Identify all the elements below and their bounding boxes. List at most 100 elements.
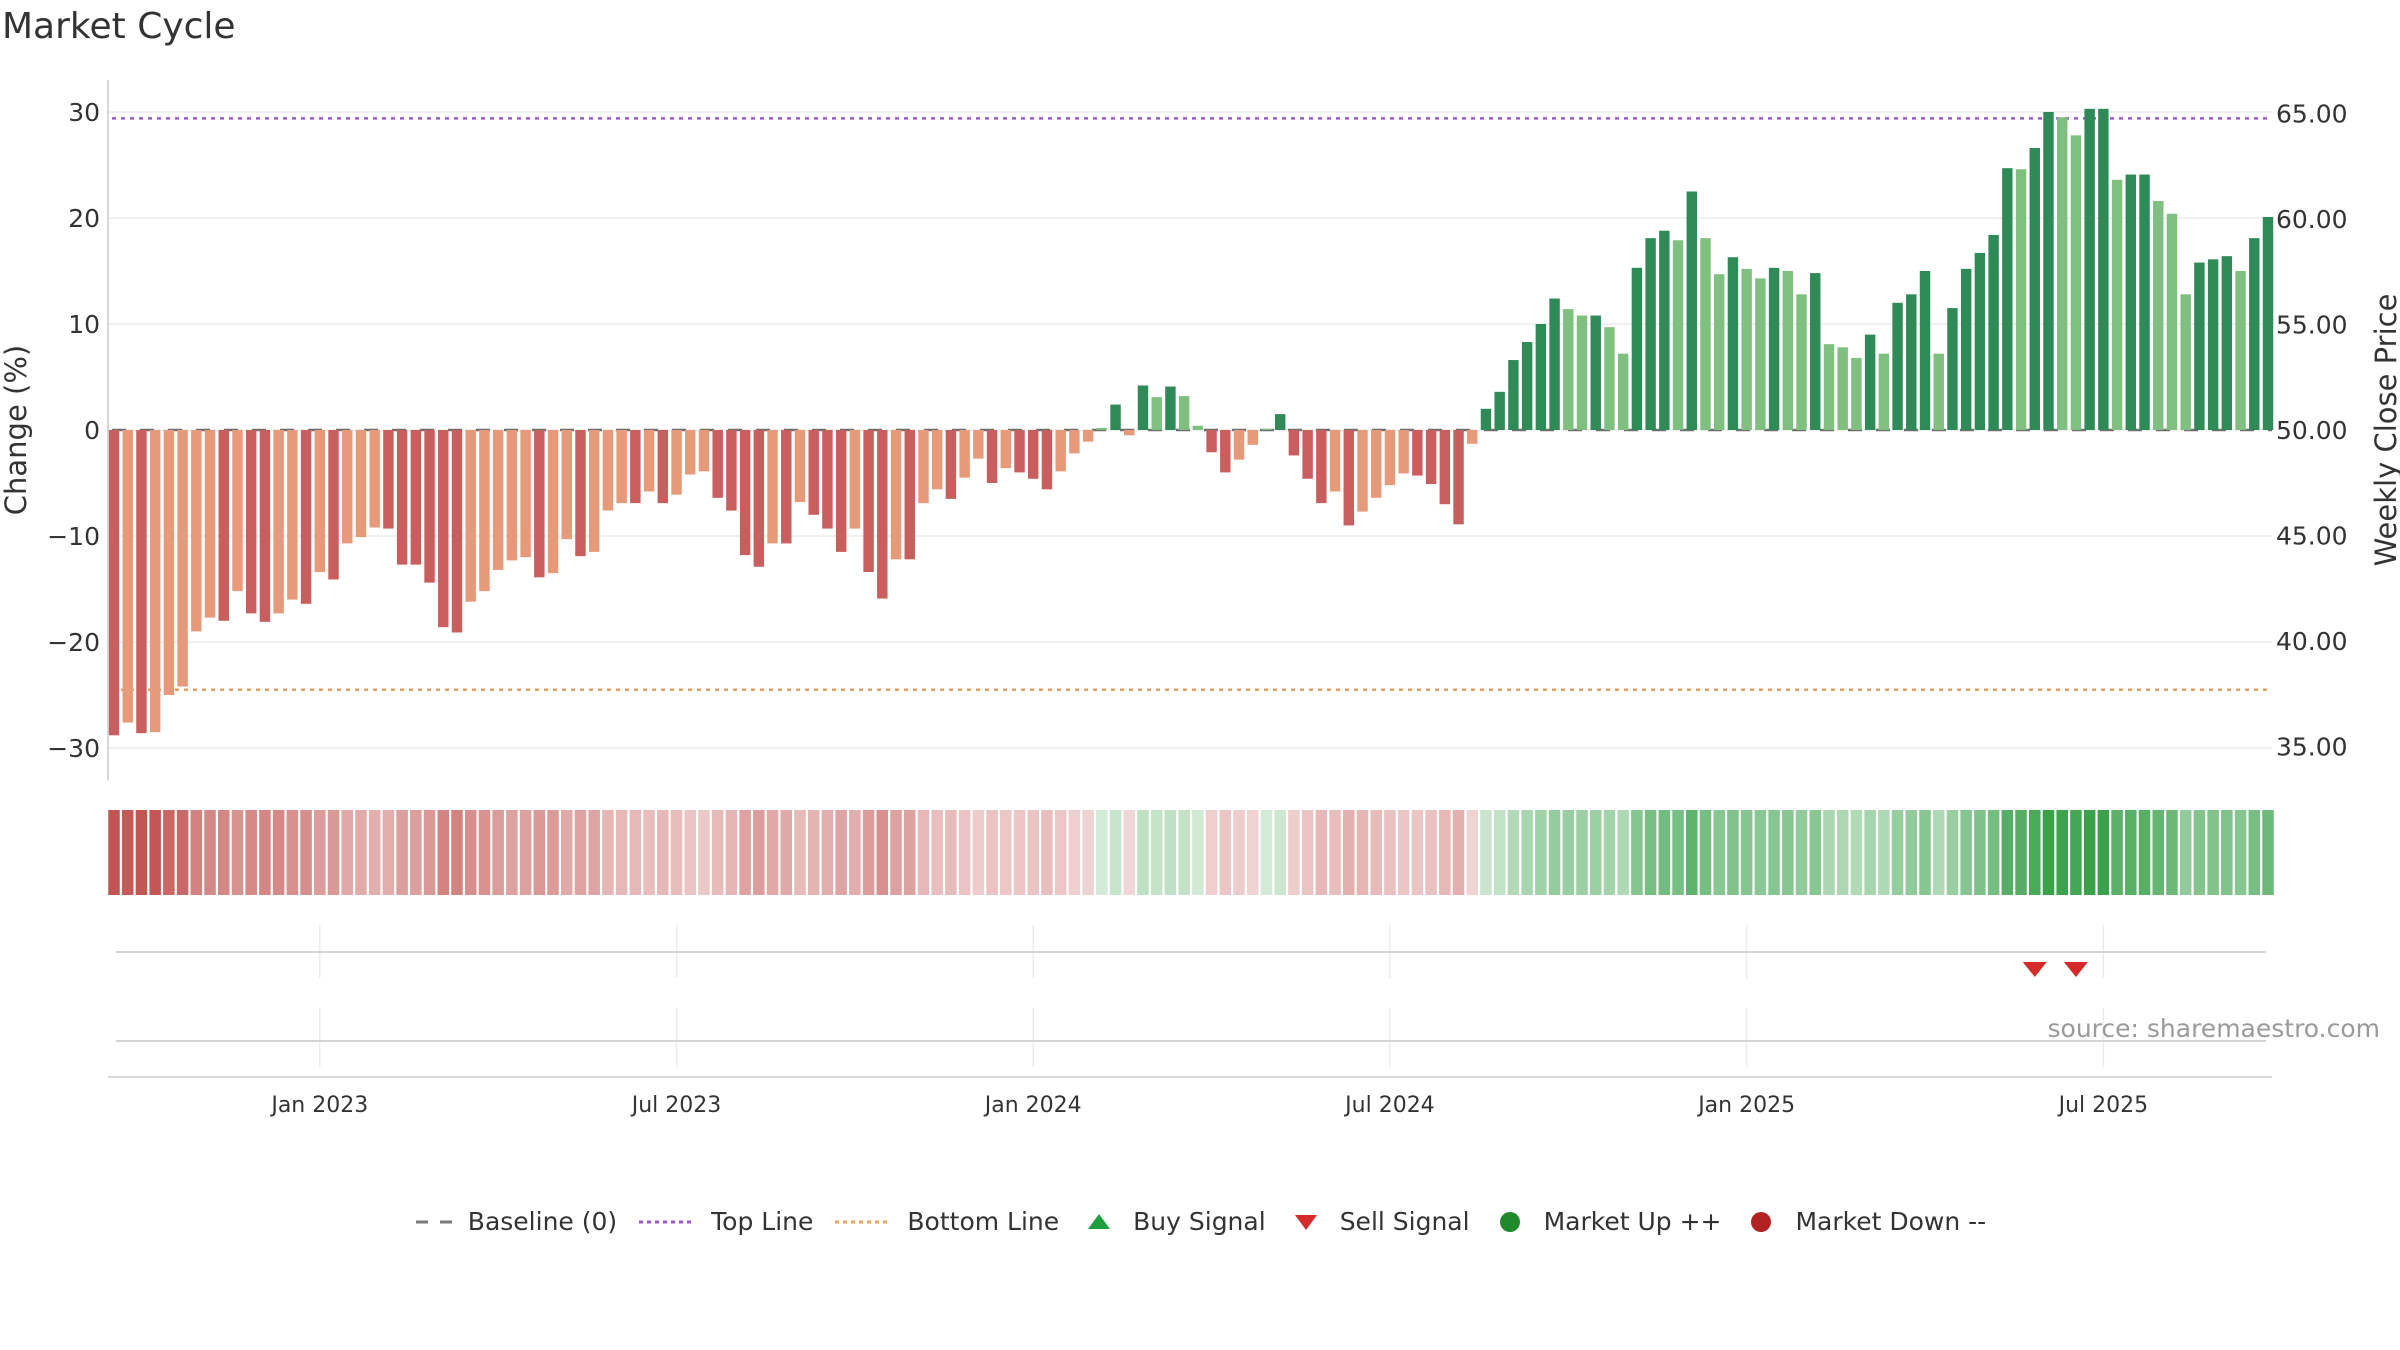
- heat-cell: [890, 810, 902, 895]
- bar: [245, 430, 257, 614]
- bar: [1425, 430, 1437, 485]
- heat-cell: [1535, 810, 1547, 895]
- heat-cell: [437, 810, 450, 895]
- heat-cell: [2015, 810, 2027, 895]
- heat-cell: [314, 810, 326, 895]
- heat-cell: [2056, 810, 2068, 895]
- bar: [781, 430, 792, 544]
- bar: [410, 430, 422, 565]
- bar: [602, 430, 614, 511]
- heat-cell: [560, 810, 573, 895]
- bar: [918, 430, 929, 504]
- heat-cell: [588, 810, 600, 895]
- bar: [287, 430, 298, 600]
- bar: [1371, 430, 1382, 498]
- heat-cell: [1219, 810, 1232, 895]
- bar: [575, 430, 586, 557]
- heat-cell: [1301, 810, 1314, 895]
- bar: [2002, 168, 2013, 430]
- heat-cell: [945, 810, 957, 895]
- bar: [863, 430, 874, 573]
- bar: [136, 430, 147, 734]
- heat-cell: [547, 810, 559, 895]
- heat-cell: [1411, 810, 1424, 895]
- heat-cell: [1041, 810, 1053, 895]
- heat-cell: [972, 810, 985, 895]
- legend-label: Bottom Line: [907, 1207, 1060, 1236]
- heat-cell: [259, 810, 271, 895]
- heat-cell: [2248, 810, 2261, 895]
- axis-labels: 30 20 10 0 −10 −20 −30 65.00 60.00 55.00 50.00 45.0…: [0, 98, 2400, 1118]
- bar: [534, 430, 545, 578]
- circle-icon: [1751, 1211, 1772, 1232]
- bar: [108, 430, 120, 736]
- heat-cell: [1370, 810, 1382, 895]
- bar-series: [108, 108, 2274, 736]
- circle-icon: [1499, 1211, 1520, 1232]
- bar: [1796, 294, 1807, 430]
- heat-cell: [1672, 810, 1684, 895]
- heat-cell: [533, 810, 546, 895]
- bar: [739, 430, 751, 556]
- bar: [438, 430, 449, 628]
- x-tick-label: Jan 2024: [983, 1093, 1082, 1118]
- bar: [808, 430, 819, 515]
- bar: [1617, 353, 1629, 430]
- heat-cell: [1054, 810, 1067, 895]
- bar: [973, 430, 984, 459]
- bar: [1563, 309, 1574, 430]
- bar: [1974, 252, 1986, 430]
- bar: [1124, 430, 1135, 436]
- legend-item: Top Line: [637, 1207, 813, 1236]
- heat-cell: [725, 810, 738, 895]
- bar: [657, 430, 669, 504]
- heat-cell: [1507, 810, 1520, 895]
- heat-cell: [204, 810, 216, 895]
- bar: [520, 430, 531, 558]
- bar: [671, 430, 682, 495]
- heat-cell: [1850, 810, 1863, 895]
- bar: [2166, 213, 2178, 430]
- heat-cell: [876, 810, 889, 895]
- bar: [2098, 108, 2109, 430]
- bar: [890, 430, 902, 560]
- heat-cell: [643, 810, 655, 895]
- heat-cell: [1397, 810, 1410, 895]
- heat-cell: [1754, 810, 1767, 895]
- heat-strip: [108, 810, 2274, 895]
- heat-cell: [1919, 810, 1931, 895]
- heat-cell: [2029, 810, 2041, 895]
- bar: [314, 430, 326, 573]
- heat-cell: [1205, 810, 1218, 895]
- bar: [1041, 430, 1053, 490]
- dotted-icon: [835, 1220, 892, 1223]
- bar: [396, 430, 408, 565]
- bar: [479, 430, 490, 592]
- bar: [1082, 430, 1094, 442]
- y2-tick-label: 60.00: [2276, 205, 2348, 234]
- bar: [1590, 315, 1601, 430]
- heat-cell: [286, 810, 299, 895]
- bar: [904, 430, 915, 560]
- legend-item: Market Down --: [1741, 1207, 1986, 1236]
- y2-tick-label: 35.00: [2276, 733, 2348, 762]
- page-title: Market Cycle: [2, 6, 236, 47]
- y-tick-label: 10: [68, 310, 100, 339]
- y2-tick-label: 65.00: [2276, 100, 2348, 129]
- heat-cell: [1150, 810, 1163, 895]
- legend-item: Sell Signal: [1286, 1207, 1470, 1236]
- heat-cell: [1192, 810, 1204, 895]
- bar: [945, 430, 957, 499]
- bar: [1713, 274, 1725, 430]
- bar: [1960, 268, 1972, 430]
- heat-cell: [917, 810, 930, 895]
- heat-cell: [1521, 810, 1533, 895]
- bar: [1837, 347, 1848, 430]
- bar: [712, 430, 723, 498]
- heat-cell: [739, 810, 751, 895]
- bar: [342, 430, 353, 544]
- bar: [767, 430, 778, 544]
- heat-cell: [1589, 810, 1602, 895]
- bar: [726, 430, 737, 511]
